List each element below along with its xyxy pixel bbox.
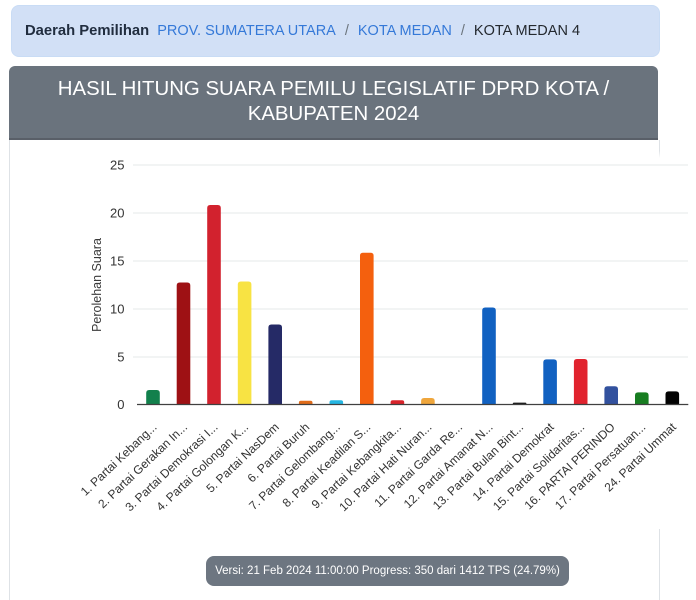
svg-text:20: 20 <box>110 205 124 220</box>
svg-text:15: 15 <box>110 253 124 268</box>
svg-text:25: 25 <box>110 157 124 172</box>
svg-text:Perolehan Suara: Perolehan Suara <box>90 238 104 332</box>
svg-text:0: 0 <box>117 397 124 412</box>
svg-text:5: 5 <box>117 349 124 364</box>
svg-text:10: 10 <box>110 301 124 316</box>
